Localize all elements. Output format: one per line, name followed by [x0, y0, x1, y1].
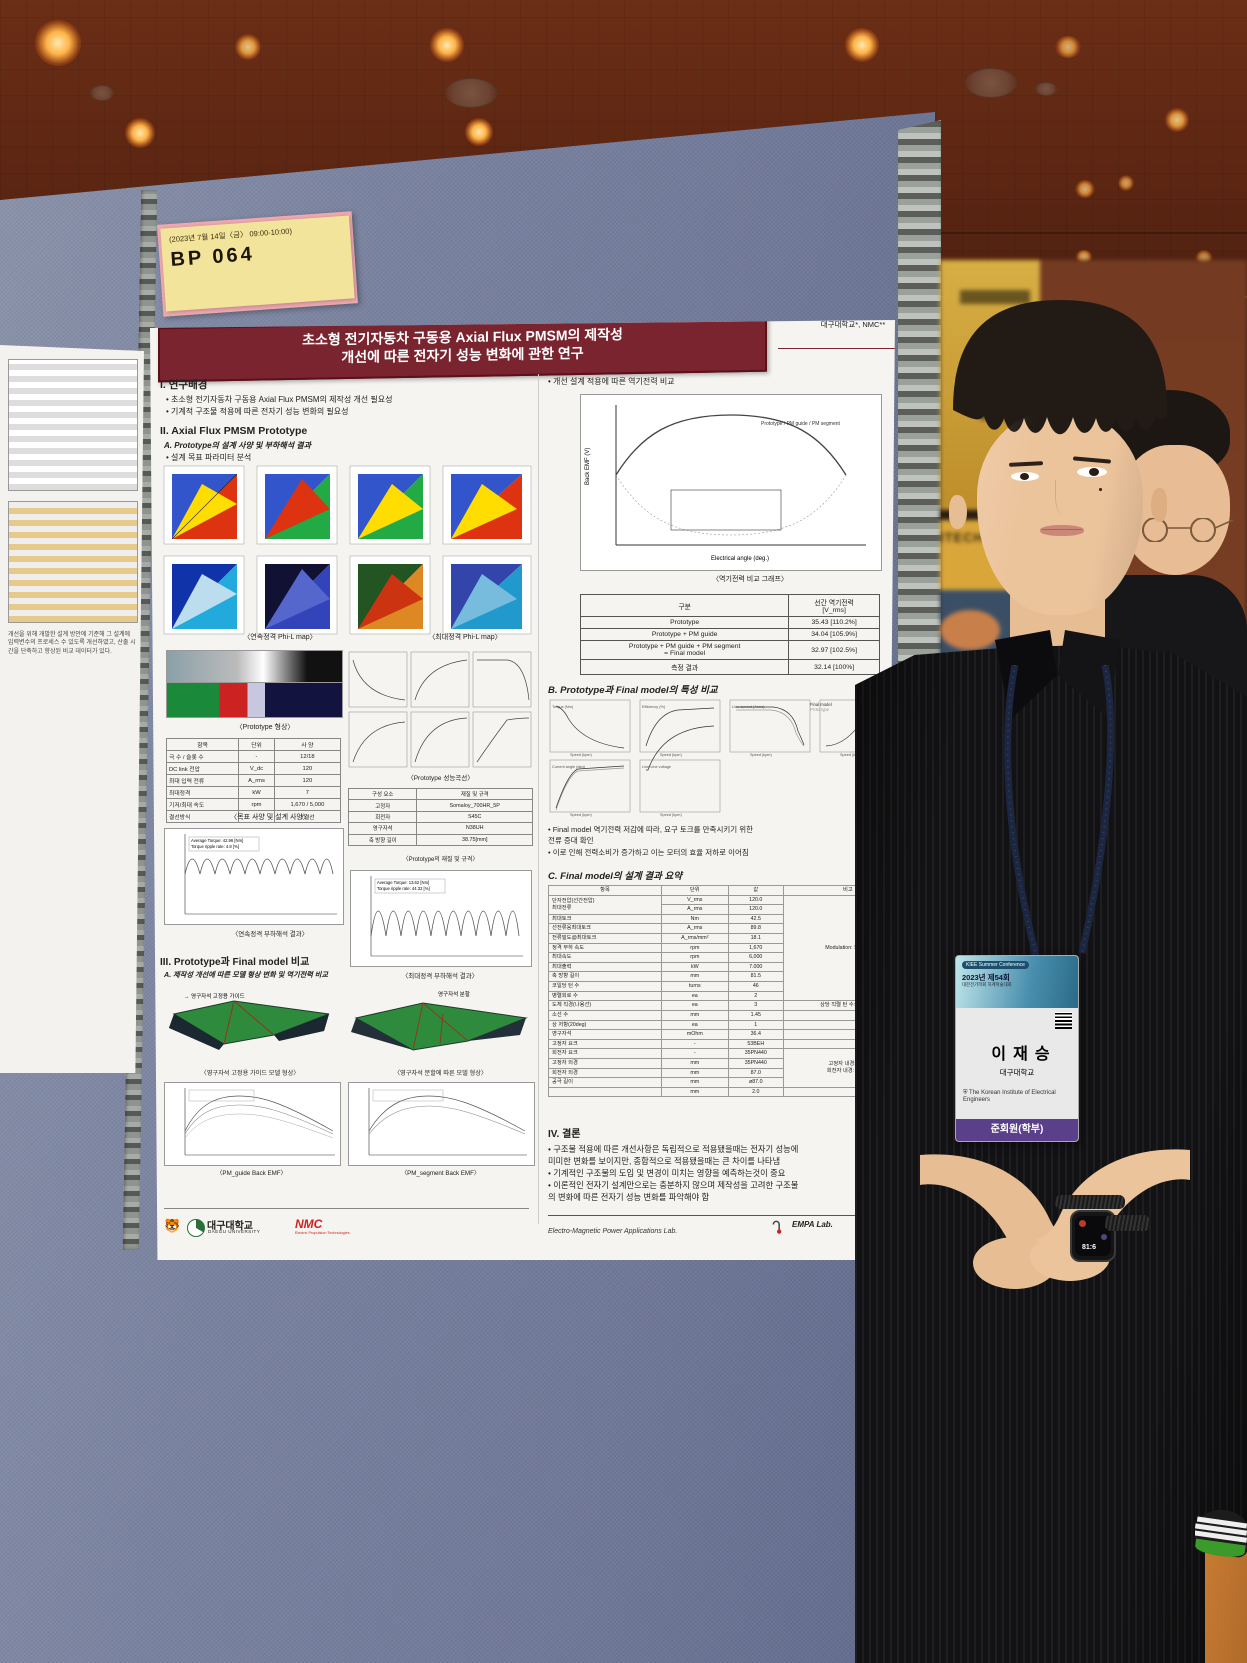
svg-text:Line-Line voltage: Line-Line voltage [642, 765, 671, 769]
svg-text:Line current (Arms): Line current (Arms) [732, 705, 765, 709]
svg-text:Current angle (deg): Current angle (deg) [552, 765, 586, 769]
svg-text:Torque ripple rate: 44.32 [%]: Torque ripple rate: 44.32 [%] [377, 886, 430, 891]
svg-text:Efficiency (%): Efficiency (%) [642, 705, 666, 709]
svg-text:Speed (kpm): Speed (kpm) [660, 753, 682, 757]
svg-text:Average Torque: 42.96 [Nm]: Average Torque: 42.96 [Nm] [191, 838, 243, 843]
svg-text:Electrical angle (deg.): Electrical angle (deg.) [711, 556, 769, 562]
svg-text:Torque ripple rate: 4.8 [%]: Torque ripple rate: 4.8 [%] [191, 844, 239, 849]
svg-text:Speed (kpm): Speed (kpm) [570, 813, 592, 817]
svg-text:Average Torque: 13.62 [Nm]: Average Torque: 13.62 [Nm] [377, 880, 429, 885]
svg-text:Back EMF (V): Back EMF (V) [585, 448, 591, 485]
svg-text:Speed (kpm): Speed (kpm) [570, 753, 592, 757]
svg-text:→ 영구자석 고정용 가이드: → 영구자석 고정용 가이드 [184, 992, 245, 1000]
svg-text:Speed (kpm): Speed (kpm) [750, 753, 772, 757]
svg-text:Proto type: Proto type [810, 707, 830, 712]
svg-text:영구자석 분할: 영구자석 분할 [438, 990, 470, 998]
svg-text:Speed (kpm): Speed (kpm) [660, 813, 682, 817]
svg-text:Prototype / PM guide / PM segm: Prototype / PM guide / PM segment [761, 421, 841, 427]
svg-text:Torque (Nm): Torque (Nm) [552, 705, 574, 709]
